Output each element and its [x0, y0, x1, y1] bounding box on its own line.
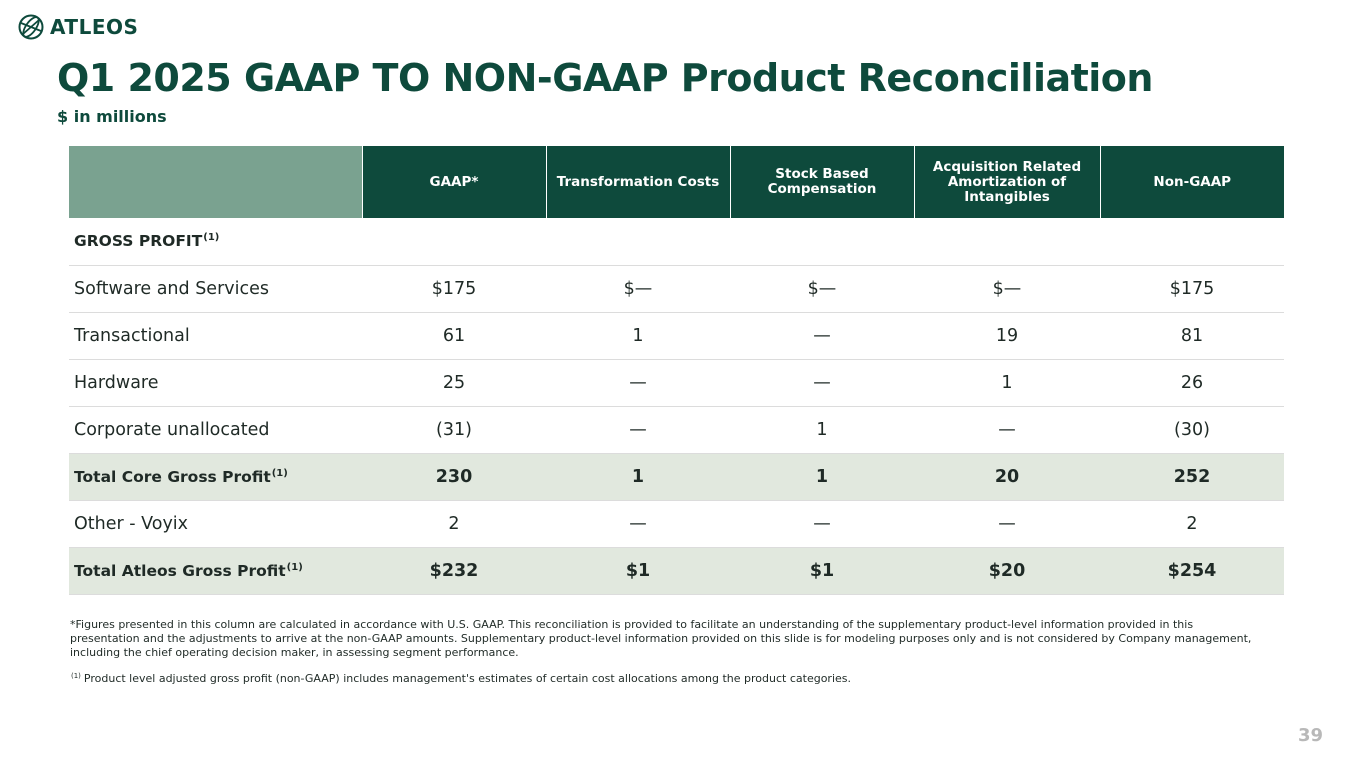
cell-value: $1: [546, 547, 730, 595]
total-row-atleos-gross-profit: Total Atleos Gross Profit(1) $232 $1 $1 …: [69, 547, 1284, 595]
cell-value: 81: [1100, 312, 1284, 360]
page-subtitle: $ in millions: [57, 107, 167, 126]
row-label: Other - Voyix: [69, 500, 362, 548]
cell-value: $20: [914, 547, 1100, 595]
cell-value: 26: [1100, 359, 1284, 407]
row-label: Corporate unallocated: [69, 406, 362, 454]
reconciliation-table: GAAP* Transformation Costs Stock Based C…: [69, 146, 1284, 595]
cell-value: 2: [362, 500, 546, 548]
cell-value: 252: [1100, 453, 1284, 501]
cell-value: 1: [546, 312, 730, 360]
cell-value: 2: [1100, 500, 1284, 548]
table-row: Other - Voyix 2 — — — 2: [69, 500, 1284, 548]
cell-value: —: [546, 500, 730, 548]
section-label: GROSS PROFIT(1): [69, 218, 362, 266]
row-label: Software and Services: [69, 265, 362, 313]
cell-value: $175: [1100, 265, 1284, 313]
cell-value: 61: [362, 312, 546, 360]
cell-value: 230: [362, 453, 546, 501]
row-label: Total Atleos Gross Profit(1): [69, 547, 362, 595]
row-label: Transactional: [69, 312, 362, 360]
brand-name: ATLEOS: [50, 15, 139, 39]
cell-value: $175: [362, 265, 546, 313]
table-row: Corporate unallocated (31) — 1 — (30): [69, 406, 1284, 454]
cell-value: $—: [730, 265, 914, 313]
header-transformation-costs: Transformation Costs: [545, 146, 730, 218]
cell-value: (30): [1100, 406, 1284, 454]
page-title: Q1 2025 GAAP TO NON-GAAP Product Reconci…: [57, 56, 1153, 100]
header-corner: [69, 146, 362, 218]
footnote-product-level: (1) Product level adjusted gross profit (…: [71, 672, 851, 685]
cell-value: $1: [730, 547, 914, 595]
brand-logo: ATLEOS: [18, 14, 138, 40]
table-row: Transactional 61 1 — 19 81: [69, 312, 1284, 360]
cell-value: 1: [546, 453, 730, 501]
table-row: Software and Services $175 $— $— $— $175: [69, 265, 1284, 313]
cell-value: 1: [730, 453, 914, 501]
cell-value: —: [546, 359, 730, 407]
cell-value: —: [730, 500, 914, 548]
header-acquisition-amortization: Acquisition Related Amortization of Inta…: [913, 146, 1100, 218]
cell-value: —: [914, 406, 1100, 454]
section-row-gross-profit: GROSS PROFIT(1): [69, 218, 1284, 266]
cell-value: —: [914, 500, 1100, 548]
cell-value: (31): [362, 406, 546, 454]
footnote-gaap: *Figures presented in this column are ca…: [70, 618, 1252, 659]
table-header-row: GAAP* Transformation Costs Stock Based C…: [69, 146, 1284, 218]
cell-value: 1: [730, 406, 914, 454]
cell-value: —: [730, 312, 914, 360]
row-label: Total Core Gross Profit(1): [69, 453, 362, 501]
cell-value: $—: [914, 265, 1100, 313]
table-row: Hardware 25 — — 1 26: [69, 359, 1284, 407]
header-stock-based-compensation: Stock Based Compensation: [729, 146, 914, 218]
cell-value: —: [730, 359, 914, 407]
cell-value: $254: [1100, 547, 1284, 595]
cell-value: 20: [914, 453, 1100, 501]
page-number: 39: [1297, 725, 1323, 746]
row-label: Hardware: [69, 359, 362, 407]
total-row-core-gross-profit: Total Core Gross Profit(1) 230 1 1 20 25…: [69, 453, 1284, 501]
cell-value: 1: [914, 359, 1100, 407]
cell-value: —: [546, 406, 730, 454]
header-gaap: GAAP*: [361, 146, 546, 218]
cell-value: 25: [362, 359, 546, 407]
header-non-gaap: Non-GAAP: [1099, 146, 1284, 218]
cell-value: $—: [546, 265, 730, 313]
cell-value: $232: [362, 547, 546, 595]
globe-icon: [18, 14, 44, 40]
cell-value: 19: [914, 312, 1100, 360]
